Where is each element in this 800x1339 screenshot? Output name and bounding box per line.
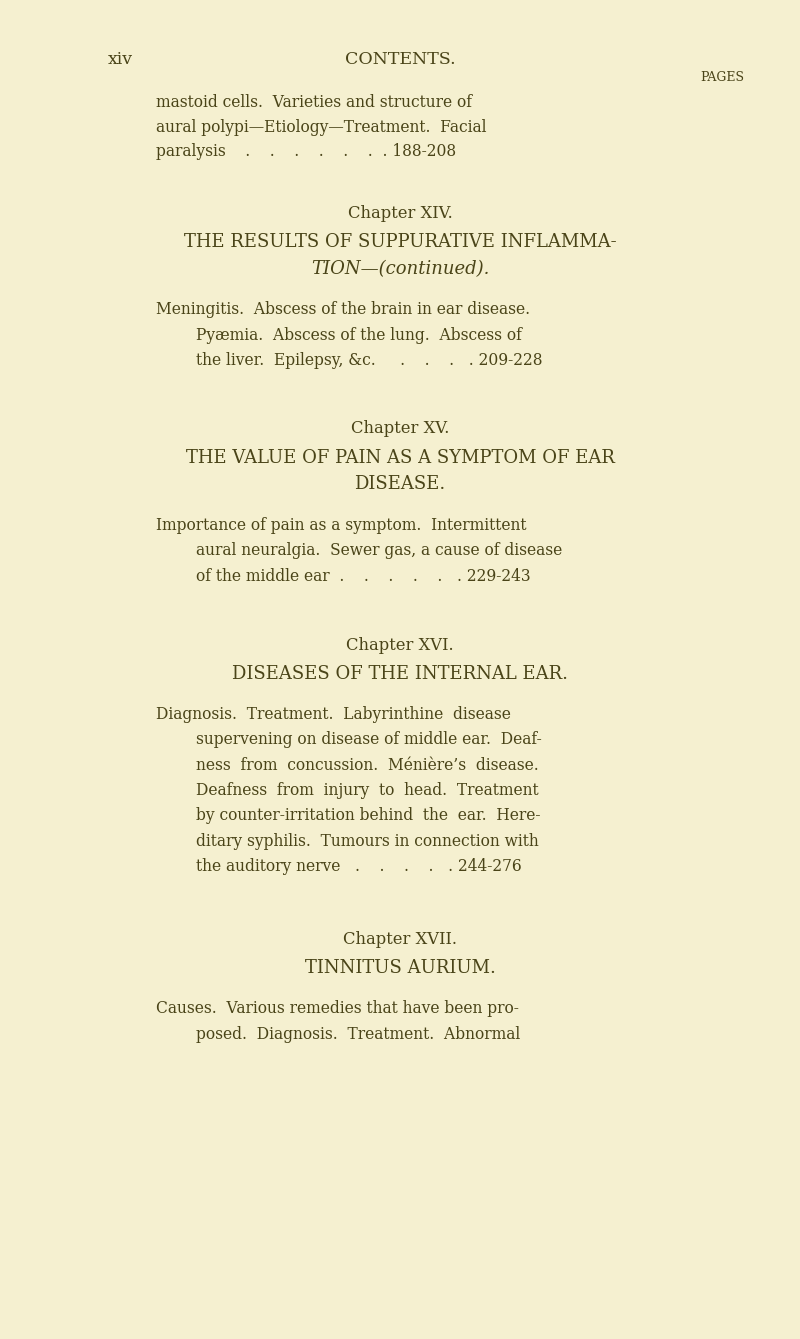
Text: Deafness  from  injury  to  head.  Treatment: Deafness from injury to head. Treatment: [196, 782, 538, 799]
Text: PAGES: PAGES: [700, 71, 744, 84]
Text: Pyæmia.  Abscess of the lung.  Abscess of: Pyæmia. Abscess of the lung. Abscess of: [196, 327, 522, 344]
Text: posed.  Diagnosis.  Treatment.  Abnormal: posed. Diagnosis. Treatment. Abnormal: [196, 1026, 520, 1043]
Text: Chapter XIV.: Chapter XIV.: [348, 205, 452, 222]
Text: CONTENTS.: CONTENTS.: [345, 51, 455, 68]
Text: aural polypi—Etiology—Treatment.  Facial: aural polypi—Etiology—Treatment. Facial: [156, 119, 486, 137]
Text: TION—(continued).: TION—(continued).: [311, 260, 489, 277]
Text: of the middle ear  .    .    .    .    .   . 229-243: of the middle ear . . . . . . 229-243: [196, 568, 530, 585]
Text: supervening on disease of middle ear.  Deaf-: supervening on disease of middle ear. De…: [196, 731, 542, 749]
Text: the auditory nerve   .    .    .    .   . 244-276: the auditory nerve . . . . . 244-276: [196, 858, 522, 876]
Text: Meningitis.  Abscess of the brain in ear disease.: Meningitis. Abscess of the brain in ear …: [156, 301, 530, 319]
Text: Chapter XV.: Chapter XV.: [351, 420, 449, 438]
Text: THE VALUE OF PAIN AS A SYMPTOM OF EAR: THE VALUE OF PAIN AS A SYMPTOM OF EAR: [186, 449, 614, 466]
Text: DISEASE.: DISEASE.: [354, 475, 446, 493]
Text: by counter-irritation behind  the  ear.  Here-: by counter-irritation behind the ear. He…: [196, 807, 541, 825]
Text: mastoid cells.  Varieties and structure of: mastoid cells. Varieties and structure o…: [156, 94, 472, 111]
Text: Chapter XVI.: Chapter XVI.: [346, 637, 454, 655]
Text: xiv: xiv: [108, 51, 133, 68]
Text: Importance of pain as a symptom.  Intermittent: Importance of pain as a symptom. Intermi…: [156, 517, 526, 534]
Text: ditary syphilis.  Tumours in connection with: ditary syphilis. Tumours in connection w…: [196, 833, 538, 850]
Text: paralysis    .    .    .    .    .    .  . 188-208: paralysis . . . . . . . 188-208: [156, 143, 456, 161]
Text: Chapter XVII.: Chapter XVII.: [343, 931, 457, 948]
Text: ness  from  concussion.  Ménière’s  disease.: ness from concussion. Ménière’s disease.: [196, 757, 538, 774]
Text: Causes.  Various remedies that have been pro-: Causes. Various remedies that have been …: [156, 1000, 519, 1018]
Text: aural neuralgia.  Sewer gas, a cause of disease: aural neuralgia. Sewer gas, a cause of d…: [196, 542, 562, 560]
Text: Diagnosis.  Treatment.  Labyrinthine  disease: Diagnosis. Treatment. Labyrinthine disea…: [156, 706, 511, 723]
Text: TINNITUS AURIUM.: TINNITUS AURIUM.: [305, 959, 495, 976]
Text: THE RESULTS OF SUPPURATIVE INFLAMMA-: THE RESULTS OF SUPPURATIVE INFLAMMA-: [184, 233, 616, 250]
Text: DISEASES OF THE INTERNAL EAR.: DISEASES OF THE INTERNAL EAR.: [232, 665, 568, 683]
Text: the liver.  Epilepsy, &c.     .    .    .   . 209-228: the liver. Epilepsy, &c. . . . . 209-228: [196, 352, 542, 370]
